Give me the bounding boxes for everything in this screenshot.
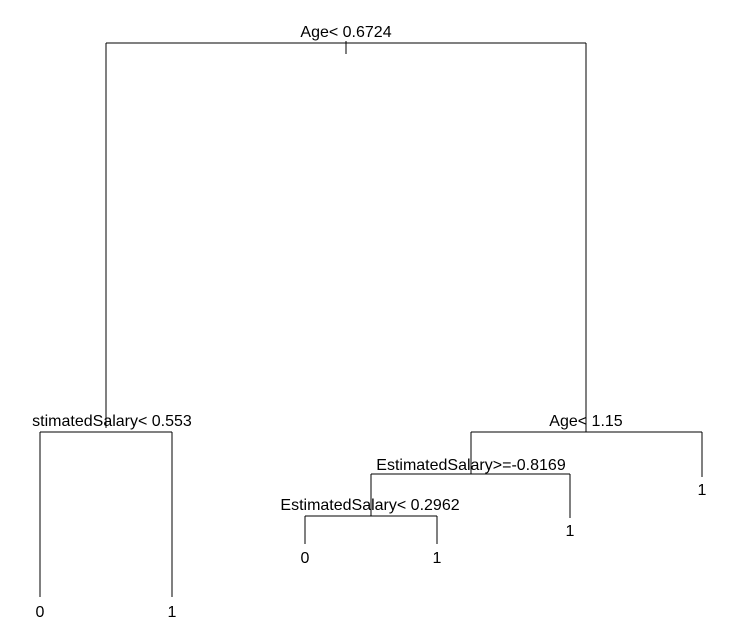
node-right-left: EstimatedSalary>=-0.8169 bbox=[370, 457, 571, 518]
split-label-right-left: EstimatedSalary>=-0.8169 bbox=[376, 457, 566, 474]
split-label-right-left-left: EstimatedSalary< 0.2962 bbox=[280, 497, 459, 514]
leaf-label: 1 bbox=[168, 604, 177, 621]
leaf-label: 1 bbox=[698, 482, 707, 499]
node-right-left-left: EstimatedSalary< 0.2962 bbox=[280, 497, 460, 544]
node-right: Age< 1.15 bbox=[470, 413, 703, 477]
split-label-right: Age< 1.15 bbox=[549, 413, 623, 430]
split-label-left: stimatedSalary< 0.553 bbox=[32, 413, 192, 430]
node-root: Age< 0.6724 bbox=[105, 24, 587, 432]
leaf-label: 0 bbox=[301, 550, 310, 567]
node-left: stimatedSalary< 0.553 bbox=[32, 413, 192, 597]
leaf-label: 1 bbox=[566, 523, 575, 540]
leaf-label: 1 bbox=[433, 550, 442, 567]
split-label-root: Age< 0.6724 bbox=[300, 24, 391, 41]
leaf-label: 0 bbox=[36, 604, 45, 621]
